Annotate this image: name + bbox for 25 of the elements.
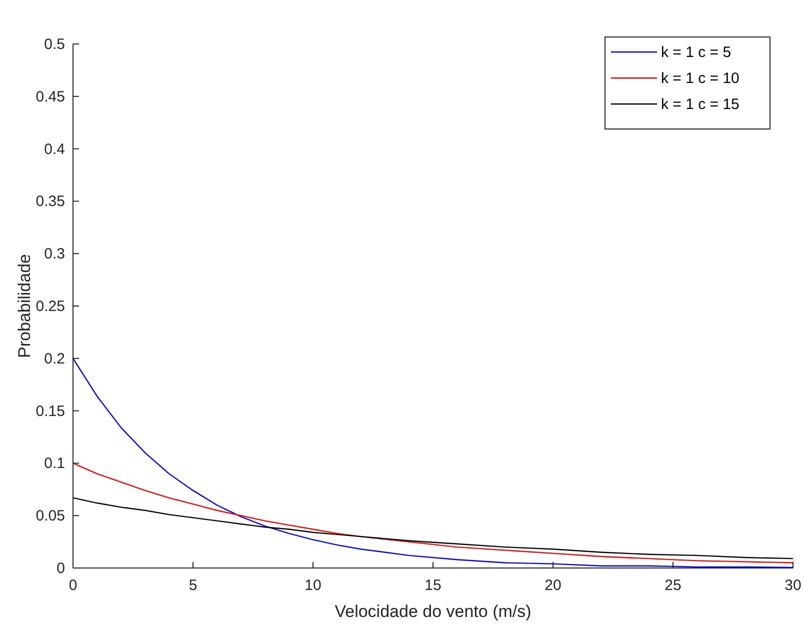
x-axis-title: Velocidade do vento (m/s) (334, 602, 532, 621)
legend-label: k = 1 c = 5 (661, 44, 732, 61)
x-tick-label: 0 (68, 577, 78, 594)
x-tick-label: 5 (188, 577, 198, 594)
y-tick-label: 0.5 (44, 36, 65, 53)
y-tick-label: 0 (56, 560, 65, 577)
line-series (72, 462, 794, 564)
x-tick-label: 25 (664, 577, 682, 594)
y-tick-label: 0.35 (36, 193, 65, 210)
x-tick-label: 15 (424, 577, 442, 594)
y-tick-label: 0.25 (36, 298, 65, 315)
y-tick-label: 0.45 (36, 88, 65, 106)
line-series (72, 497, 794, 560)
x-tick-label: 10 (304, 577, 322, 594)
y-tick-label: 0.05 (36, 508, 65, 525)
x-tick-label: 30 (784, 577, 802, 594)
legend-label: k = 1 c = 10 (661, 70, 740, 87)
x-tick-label: 20 (544, 577, 562, 594)
y-tick-label: 0.2 (44, 350, 65, 368)
y-tick-label: 0.1 (44, 455, 65, 472)
y-tick-label: 0.4 (44, 140, 65, 158)
y-axis-title: Probabilidade (15, 254, 34, 358)
y-tick-label: 0.3 (44, 246, 65, 263)
legend-label: k = 1 c = 15 (661, 96, 740, 113)
y-tick-label: 0.15 (36, 402, 65, 420)
